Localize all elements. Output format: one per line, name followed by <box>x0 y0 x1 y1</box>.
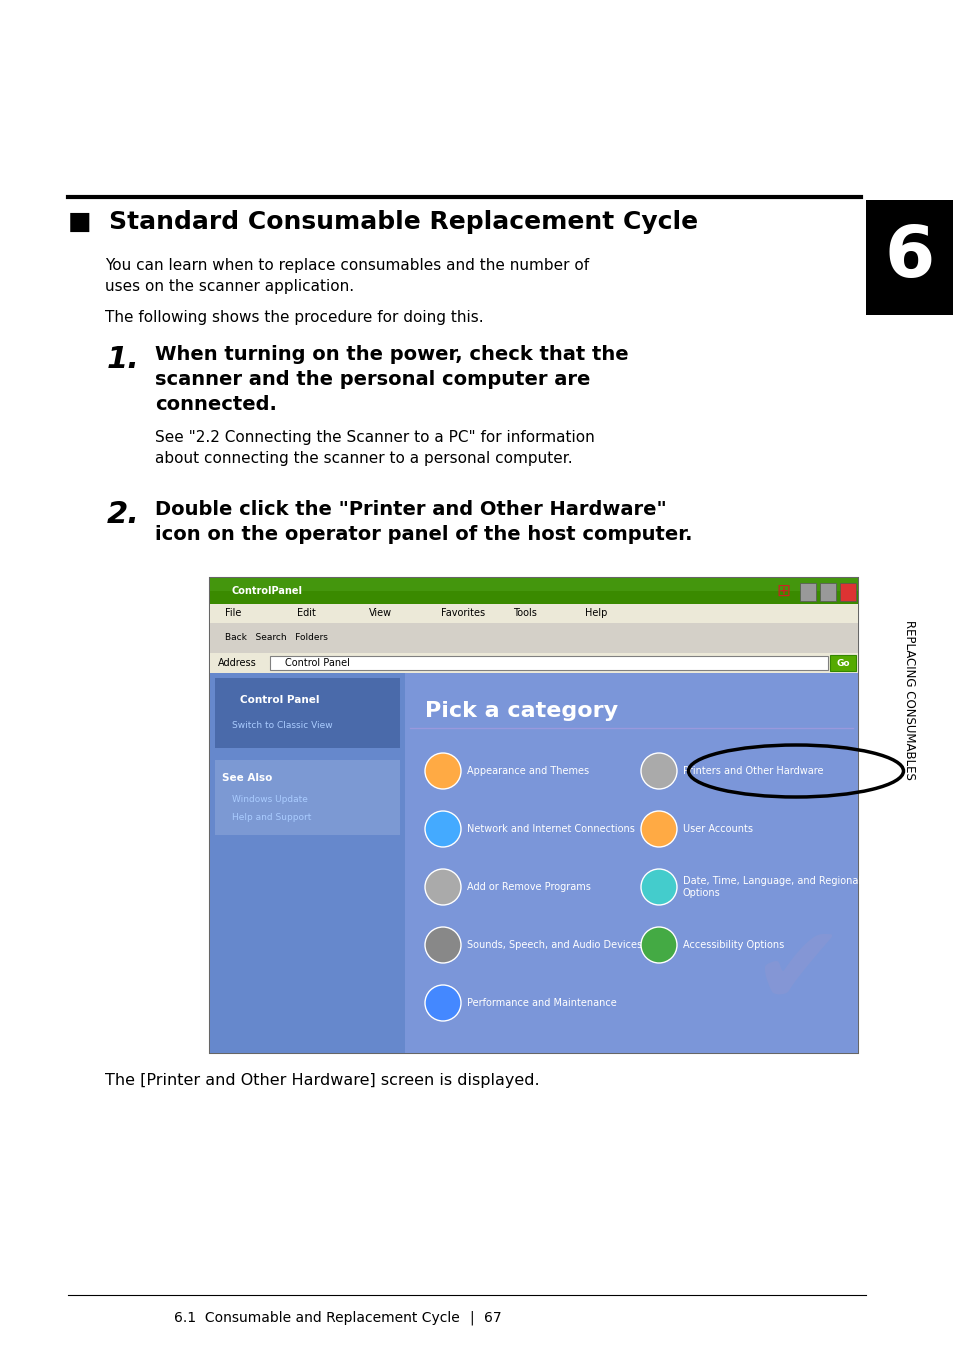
Text: Go: Go <box>836 658 849 667</box>
Text: Add or Remove Programs: Add or Remove Programs <box>467 882 590 892</box>
Text: File: File <box>225 608 241 619</box>
Bar <box>210 623 857 653</box>
Bar <box>210 673 405 1052</box>
Text: Sounds, Speech, and Audio Devices: Sounds, Speech, and Audio Devices <box>467 940 641 950</box>
Text: ✔: ✔ <box>751 920 843 1027</box>
Text: When turning on the power, check that the
scanner and the personal computer are
: When turning on the power, check that th… <box>154 345 628 413</box>
Bar <box>840 584 855 601</box>
Text: Performance and Maintenance: Performance and Maintenance <box>467 998 616 1008</box>
Text: Switch to Classic View: Switch to Classic View <box>232 721 333 731</box>
Circle shape <box>424 869 460 905</box>
Text: ControlPanel: ControlPanel <box>232 586 303 596</box>
Circle shape <box>640 753 677 789</box>
Text: ■  Standard Consumable Replacement Cycle: ■ Standard Consumable Replacement Cycle <box>68 209 698 234</box>
Text: Double click the "Printer and Other Hardware"
icon on the operator panel of the : Double click the "Printer and Other Hard… <box>154 500 692 544</box>
Text: Accessibility Options: Accessibility Options <box>682 940 783 950</box>
Text: The [Printer and Other Hardware] screen is displayed.: The [Printer and Other Hardware] screen … <box>105 1073 539 1088</box>
Text: 1.: 1. <box>107 345 140 374</box>
Circle shape <box>640 927 677 963</box>
Circle shape <box>424 985 460 1021</box>
Text: Pick a category: Pick a category <box>424 701 618 721</box>
Bar <box>210 578 857 604</box>
Text: Control Panel: Control Panel <box>240 694 319 705</box>
Bar <box>210 604 857 623</box>
Bar <box>210 578 857 1052</box>
Text: Appearance and Themes: Appearance and Themes <box>467 766 589 775</box>
Circle shape <box>424 811 460 847</box>
Text: View: View <box>369 608 392 619</box>
Text: User Accounts: User Accounts <box>682 824 752 834</box>
Text: See "2.2 Connecting the Scanner to a PC" for information
about connecting the sc: See "2.2 Connecting the Scanner to a PC"… <box>154 430 594 466</box>
Text: Favorites: Favorites <box>440 608 485 619</box>
Text: REPLACING CONSUMABLES: REPLACING CONSUMABLES <box>902 620 916 780</box>
Bar <box>405 673 857 1052</box>
Text: Tools: Tools <box>513 608 537 619</box>
Text: Address: Address <box>218 658 256 667</box>
Text: Network and Internet Connections: Network and Internet Connections <box>467 824 634 834</box>
Text: Back   Search   Folders: Back Search Folders <box>225 634 328 643</box>
Text: The following shows the procedure for doing this.: The following shows the procedure for do… <box>105 309 483 326</box>
Text: Windows Update: Windows Update <box>232 796 308 804</box>
Bar <box>865 200 953 315</box>
Text: Help: Help <box>584 608 607 619</box>
Text: Date, Time, Language, and Regional
Options: Date, Time, Language, and Regional Optio… <box>682 875 861 898</box>
Text: Control Panel: Control Panel <box>285 658 350 667</box>
Bar <box>800 584 815 601</box>
Text: 67: 67 <box>483 1310 501 1325</box>
Text: Printers and Other Hardware: Printers and Other Hardware <box>682 766 822 775</box>
Text: You can learn when to replace consumables and the number of
uses on the scanner : You can learn when to replace consumable… <box>105 258 589 295</box>
Bar <box>820 584 835 601</box>
Text: Edit: Edit <box>296 608 315 619</box>
Text: |: | <box>469 1310 474 1325</box>
Text: ⊞: ⊞ <box>775 582 789 600</box>
Text: Help and Support: Help and Support <box>232 813 311 823</box>
Circle shape <box>424 753 460 789</box>
Bar <box>210 578 857 590</box>
Circle shape <box>640 811 677 847</box>
Bar <box>270 657 827 670</box>
Bar <box>210 653 857 673</box>
Text: 2.: 2. <box>107 500 140 530</box>
Bar <box>214 678 399 748</box>
Text: 6.1  Consumable and Replacement Cycle: 6.1 Consumable and Replacement Cycle <box>174 1310 459 1325</box>
Circle shape <box>640 869 677 905</box>
Text: 6: 6 <box>884 223 934 292</box>
Bar <box>214 761 399 835</box>
Circle shape <box>424 927 460 963</box>
Bar <box>829 655 855 671</box>
Text: See Also: See Also <box>222 773 273 784</box>
